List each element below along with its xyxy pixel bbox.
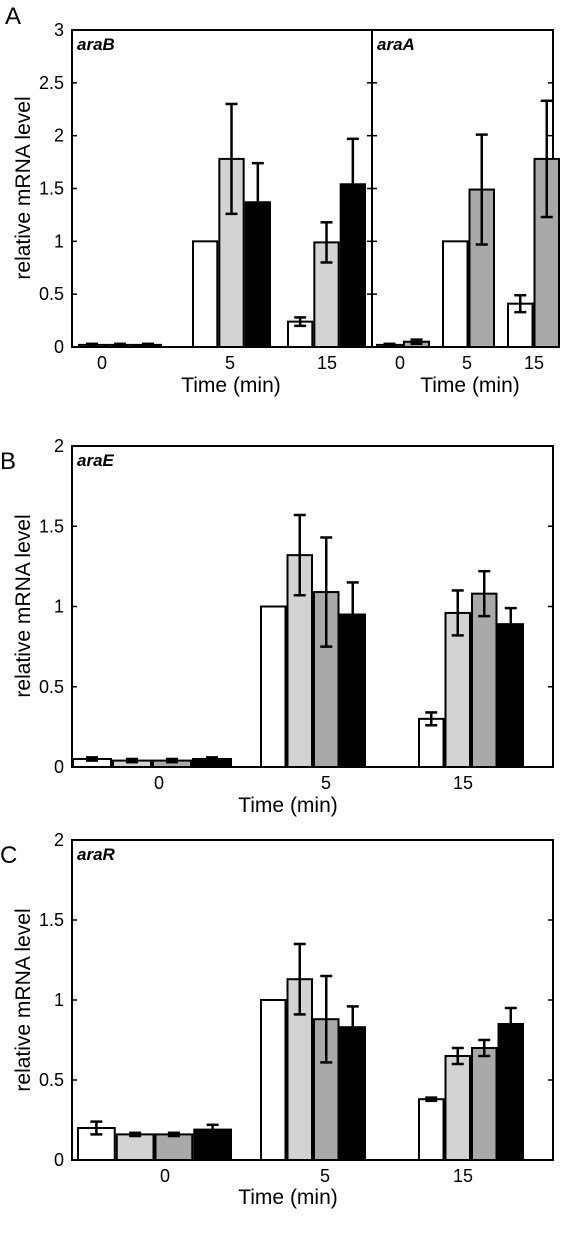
chart-B-araE: 0 0.5 1 1.5 2 0 5 15 araE Time (min) relative mRNA…: [12, 436, 554, 817]
gene-label: araR: [77, 845, 116, 864]
gene-label: araB: [77, 35, 115, 54]
bar: [260, 605, 287, 768]
x-tick-label: 0: [154, 773, 164, 793]
y-tick-label: 1.5: [39, 910, 64, 930]
y-tick-label: 0.5: [39, 284, 64, 304]
bar: [192, 240, 219, 348]
bar: [154, 1133, 194, 1162]
x-axis-label: Time (min): [181, 374, 281, 397]
x-tick-label: 0: [395, 353, 405, 373]
chart-A-araB: 0 0.5 1 1.5 2 2.5 3 0 5 15 araB Time (min) relative …: [12, 20, 373, 397]
y-tick-label: 0: [54, 757, 64, 777]
gene-label: araE: [77, 451, 115, 470]
y-tick-label: 1.5: [39, 179, 64, 199]
y-tick-label: 1: [54, 231, 64, 251]
x-tick-label: 0: [97, 353, 107, 373]
y-tick-label: 2.5: [39, 73, 64, 93]
chart-A-araA: 0 5 15 araA Time (min): [371, 29, 560, 397]
y-tick-label: 2: [54, 830, 64, 850]
y-tick-label: 0.5: [39, 1070, 64, 1090]
bar: [497, 623, 524, 769]
bar: [444, 1055, 471, 1161]
y-tick-label: 0: [54, 337, 64, 357]
x-tick-label: 0: [160, 1166, 170, 1186]
x-tick-label: 5: [225, 353, 235, 373]
x-tick-label: 15: [453, 1166, 473, 1186]
y-axis-label: relative mRNA level: [12, 908, 35, 1091]
bar: [444, 611, 471, 768]
y-tick-label: 1: [54, 990, 64, 1010]
x-tick-label: 15: [524, 353, 544, 373]
y-tick-label: 0.5: [39, 677, 64, 697]
bar: [442, 240, 469, 348]
bar: [260, 999, 287, 1161]
bar: [471, 592, 498, 768]
x-axis-label: Time (min): [238, 1186, 338, 1209]
panel-label-b: B: [0, 448, 16, 475]
x-tick-label: 5: [462, 353, 472, 373]
y-tick-label: 3: [54, 20, 64, 40]
x-axis-label: Time (min): [238, 794, 338, 817]
panel-label-c: C: [0, 842, 17, 869]
y-tick-label: 0: [54, 1150, 64, 1170]
y-tick-label: 1.5: [39, 516, 64, 536]
bar: [115, 1133, 155, 1162]
x-axis-label: Time (min): [420, 374, 520, 397]
x-tick-label: 15: [317, 353, 337, 373]
gene-label: araA: [377, 35, 415, 54]
x-tick-label: 5: [321, 773, 331, 793]
bar: [497, 1023, 524, 1161]
bar: [339, 613, 366, 769]
panel-label-a: A: [5, 3, 21, 30]
chart-C-araR: 0 0.5 1 1.5 2 0 5 15 araR Time (min) relative mRNA…: [12, 830, 554, 1209]
y-tick-label: 1: [54, 597, 64, 617]
y-tick-label: 2: [54, 126, 64, 146]
x-tick-label: 5: [320, 1166, 330, 1186]
y-axis-label: relative mRNA level: [12, 96, 35, 279]
y-tick-label: 2: [54, 436, 64, 456]
x-tick-label: 15: [453, 773, 473, 793]
y-axis-label: relative mRNA level: [12, 514, 35, 697]
bar: [418, 1098, 445, 1161]
bar: [471, 1047, 498, 1161]
